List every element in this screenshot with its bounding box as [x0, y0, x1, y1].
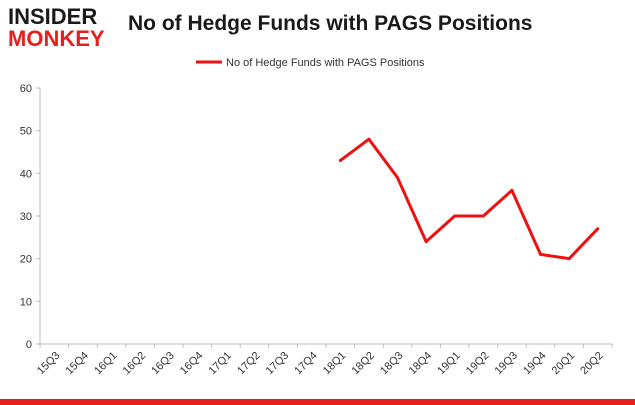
x-tick-labels: 15Q3 15Q4 16Q1 16Q2 16Q3 16Q4 17Q1 17Q2 17Q3 17Q4…	[35, 344, 613, 378]
data-point	[567, 257, 571, 261]
x-tick-label: 19Q2	[464, 350, 492, 378]
y-tick-label: 10	[20, 296, 32, 308]
data-point	[596, 227, 600, 231]
data-point	[396, 176, 399, 180]
x-tick-label: 16Q2	[121, 350, 149, 378]
series-layer	[338, 137, 600, 261]
x-tick-label: 16Q3	[149, 350, 177, 378]
y-tick-labels: 0 10 20 30 40 50 60	[20, 83, 40, 351]
insider-monkey-logo: INSIDER MONKEY	[8, 6, 118, 52]
x-tick-label: 17Q4	[292, 350, 320, 378]
x-tick-label: 17Q2	[235, 350, 263, 378]
chart-title: No of Hedge Funds with PAGS Positions	[128, 12, 533, 35]
x-tick-label: 16Q4	[178, 350, 206, 378]
data-point	[481, 214, 485, 218]
legend: No of Hedge Funds with PAGS Positions	[196, 57, 425, 69]
data-point	[510, 188, 514, 192]
y-tick-label: 50	[20, 126, 32, 138]
x-tick-label: 16Q1	[92, 350, 120, 378]
y-tick-label: 30	[20, 211, 32, 223]
x-tick-label: 19Q3	[492, 350, 520, 378]
axes	[39, 88, 612, 345]
legend-label: No of Hedge Funds with PAGS Positions	[226, 57, 425, 69]
x-tick-label: 15Q4	[63, 350, 91, 378]
x-tick-label: 18Q4	[407, 350, 435, 378]
brand-bottom-bar	[0, 399, 635, 405]
x-tick-label: 15Q3	[35, 350, 63, 378]
x-tick-label: 17Q1	[206, 350, 234, 378]
data-point	[367, 137, 371, 141]
x-tick-label: 18Q1	[321, 350, 349, 378]
logo-line-1: INSIDER	[8, 4, 98, 29]
data-point	[424, 240, 428, 244]
logo-line-2: MONKEY	[8, 26, 105, 51]
y-tick-label: 60	[20, 83, 32, 95]
data-point	[453, 214, 457, 218]
x-tick-label: 19Q1	[435, 350, 463, 378]
y-tick-label: 20	[20, 254, 32, 266]
y-tick-label: 0	[26, 339, 32, 351]
series-line	[339, 137, 599, 261]
x-tick-label: 20Q2	[578, 350, 606, 378]
data-point	[539, 252, 542, 256]
x-tick-label: 18Q2	[349, 350, 377, 378]
data-point	[338, 159, 342, 163]
x-tick-label: 17Q3	[264, 350, 292, 378]
y-tick-label: 40	[20, 168, 32, 180]
x-tick-label: 20Q1	[550, 350, 578, 378]
x-tick-label: 18Q3	[378, 350, 406, 378]
x-tick-label: 19Q4	[521, 350, 549, 378]
